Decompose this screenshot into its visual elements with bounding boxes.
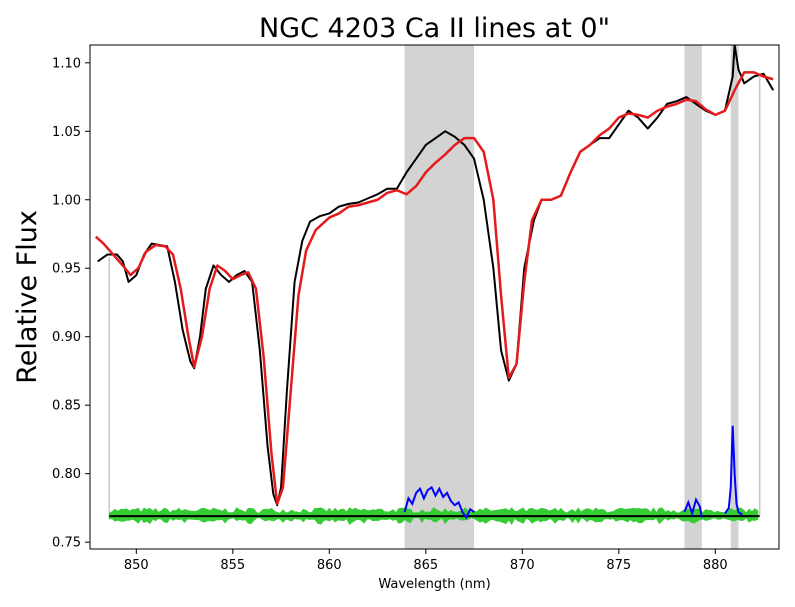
masked-residual-2 — [683, 497, 703, 518]
shaded-region-2 — [684, 45, 702, 549]
series-line-2 — [94, 71, 774, 506]
x-tick-label: 855 — [220, 558, 245, 573]
y-tick-label: 0.90 — [52, 330, 81, 345]
series-layer — [94, 45, 775, 507]
x-tick-label: 870 — [510, 558, 535, 573]
shaded-region-3 — [730, 45, 739, 549]
x-tick-label: 875 — [606, 558, 631, 573]
y-tick-label: 0.75 — [52, 536, 81, 551]
masked-residual-1 — [403, 485, 475, 520]
masked-residual-3 — [724, 425, 743, 516]
shaded-region-1 — [404, 45, 475, 549]
y-tick-label: 0.85 — [52, 399, 81, 414]
x-axis-ticks: 850 855 860 865 870 875 880 — [124, 549, 728, 573]
x-tick-label: 865 — [413, 558, 438, 573]
x-tick-label: 880 — [703, 558, 728, 573]
y-tick-label: 1.00 — [52, 193, 81, 208]
y-tick-label: 1.10 — [52, 56, 81, 71]
chart-title: NGC 4203 Ca II lines at 0" — [259, 13, 610, 44]
shaded-regions — [404, 45, 739, 549]
residual-layer — [108, 425, 760, 526]
y-axis-label: Relative Flux — [12, 210, 43, 384]
y-tick-label: 0.95 — [52, 262, 81, 277]
y-tick-label: 1.05 — [52, 125, 81, 140]
plot-frame — [89, 44, 780, 550]
y-axis-ticks: 0.75 0.80 0.85 0.90 0.95 1.00 1.05 1.10 — [52, 56, 90, 551]
x-tick-label: 860 — [317, 558, 342, 573]
x-axis-label: Wavelength (nm) — [378, 577, 490, 592]
y-tick-label: 0.80 — [52, 467, 81, 482]
x-tick-label: 850 — [124, 558, 149, 573]
vertical-lines — [108, 76, 761, 517]
